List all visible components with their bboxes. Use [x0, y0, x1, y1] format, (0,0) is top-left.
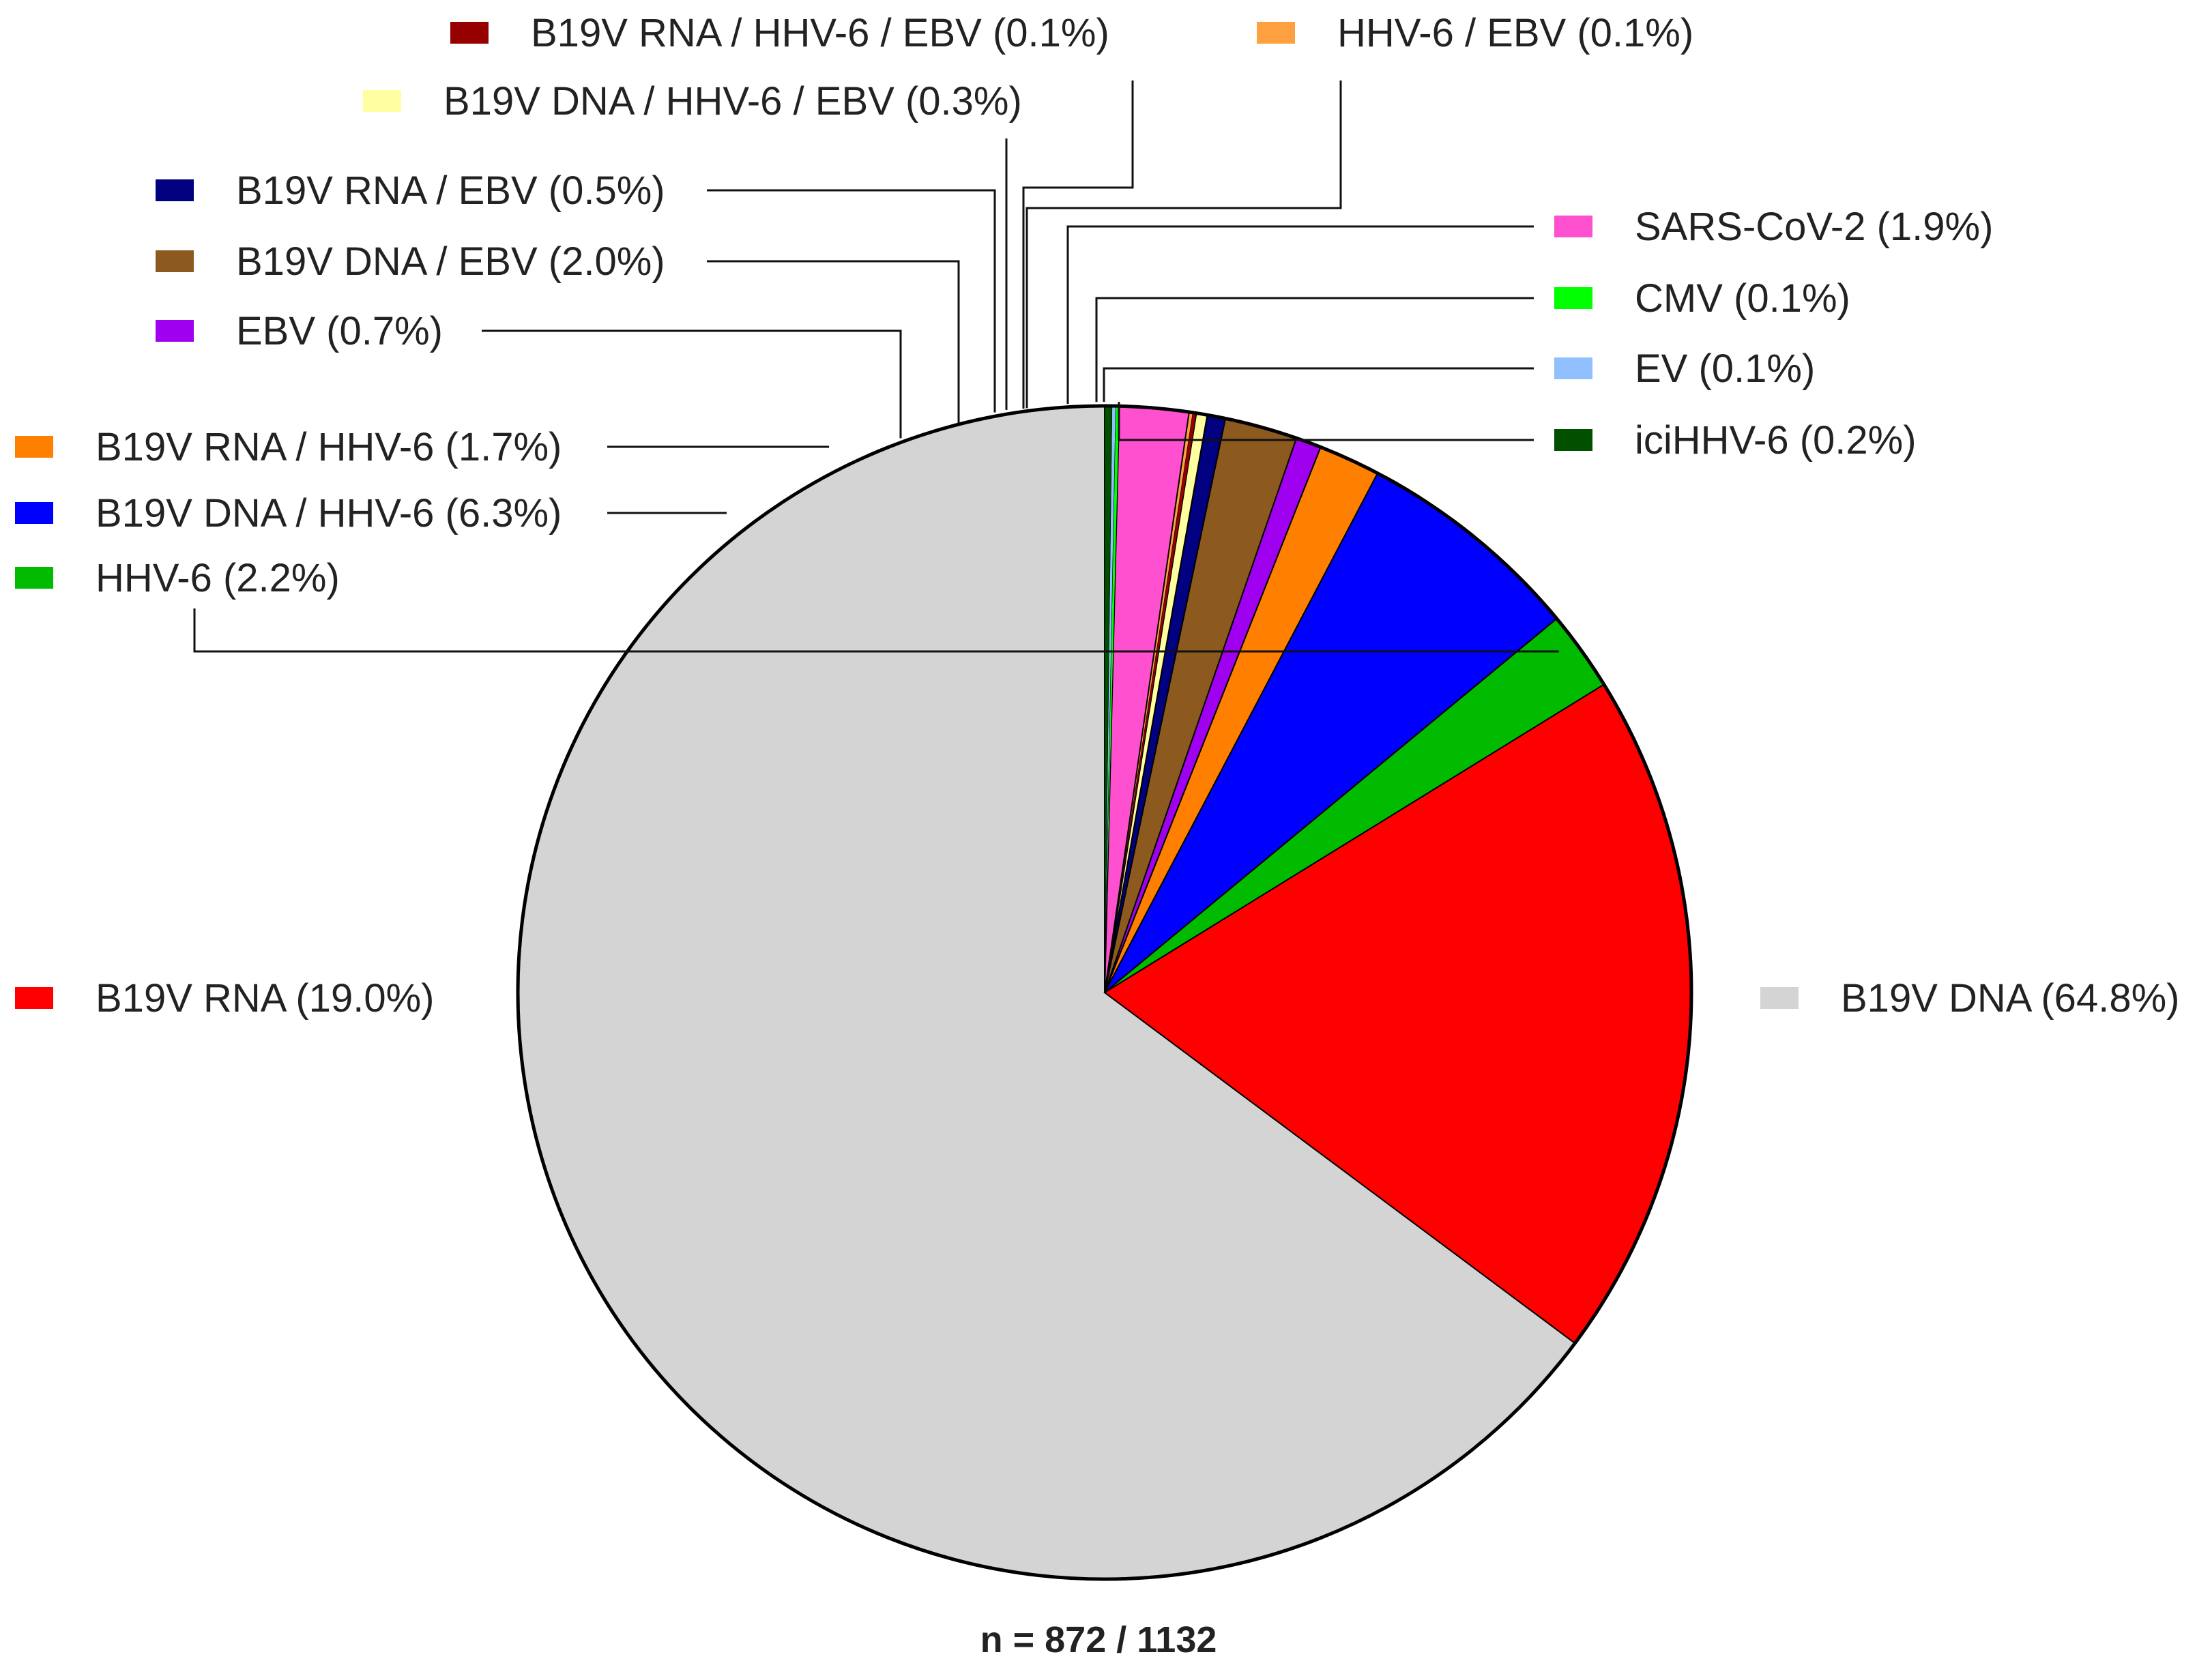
slice-label-text: EBV (0.7%) [236, 309, 443, 353]
legend-swatch [15, 502, 53, 524]
legend-swatch [15, 987, 53, 1009]
sample-size-footnote: n = 872 / 1132 [980, 1619, 1217, 1660]
legend-swatch [363, 90, 401, 112]
pie-outline [516, 404, 1693, 1581]
legend-swatch [450, 22, 489, 44]
legend-swatch [156, 179, 194, 201]
pie-slices [516, 404, 1693, 1581]
slice-label-text: SARS-CoV-2 (1.9%) [1635, 205, 1993, 249]
legend-swatch [1554, 216, 1592, 237]
leader-lines [193, 80, 1559, 653]
slice-label-text: EV (0.1%) [1635, 347, 1815, 391]
slice-label-b19v-rna-hhv-6: B19V RNA / HHV-6 (1.7%) [15, 425, 562, 469]
slice-label-text: B19V RNA / HHV-6 / EBV (0.1%) [531, 11, 1109, 55]
slice-label-icihhv-6: iciHHV-6 (0.2%) [1554, 418, 1917, 462]
slice-label-text: CMV (0.1%) [1635, 276, 1850, 321]
legend-swatch [156, 320, 194, 342]
slice-label-text: B19V DNA / EBV (2.0%) [236, 239, 665, 284]
slice-label-b19v-rna: B19V RNA (19.0%) [15, 976, 434, 1020]
legend-swatch [1760, 987, 1799, 1009]
slice-label-b19v-dna-hhv-6: B19V DNA / HHV-6 (6.3%) [15, 491, 562, 535]
legend-swatch [15, 567, 53, 589]
slice-label-text: B19V RNA / EBV (0.5%) [236, 168, 665, 213]
slice-label-text: iciHHV-6 (0.2%) [1635, 418, 1917, 462]
slice-label-b19v-dna-ebv: B19V DNA / EBV (2.0%) [156, 239, 665, 284]
leader-line-ev [1103, 367, 1534, 402]
slice-label-cmv: CMV (0.1%) [1554, 276, 1850, 321]
slice-label-hhv-6: HHV-6 (2.2%) [15, 556, 340, 600]
leader-line-sars-cov-2 [1066, 225, 1534, 405]
leader-line-b19v-rna-ebv [707, 189, 996, 413]
slice-label-text: HHV-6 (2.2%) [96, 556, 340, 600]
slice-label-text: B19V RNA / HHV-6 (1.7%) [96, 425, 562, 469]
leader-line-cmv [1095, 297, 1534, 402]
slice-label-text: B19V RNA (19.0%) [96, 976, 434, 1020]
legend-swatch [1554, 357, 1592, 379]
leader-line-b19v-dna-ebv [707, 260, 960, 424]
slice-label-ev: EV (0.1%) [1554, 347, 1815, 391]
leader-line-icihhv-6 [1118, 402, 1534, 441]
leader-line-ebv [482, 329, 902, 439]
slice-label-b19v-dna: B19V DNA (64.8%) [1760, 976, 2179, 1020]
slice-label-text: B19V DNA (64.8%) [1841, 976, 2179, 1020]
slice-label-b19v-dna-hhv-6-ebv: B19V DNA / HHV-6 / EBV (0.3%) [363, 79, 1022, 123]
legend-swatch [156, 250, 194, 272]
legend-swatch [15, 436, 53, 458]
slice-label-text: B19V DNA / HHV-6 (6.3%) [96, 491, 562, 535]
slice-label-ebv: EBV (0.7%) [156, 309, 443, 353]
legend-swatch [1554, 287, 1592, 309]
legend-swatch [1554, 429, 1592, 451]
leader-line-hhv-6 [193, 608, 1559, 653]
slice-label-hhv-6-ebv: HHV-6 / EBV (0.1%) [1257, 11, 1693, 55]
slice-label-sars-cov-2: SARS-CoV-2 (1.9%) [1554, 205, 1993, 249]
slice-label-text: HHV-6 / EBV (0.1%) [1337, 11, 1693, 55]
leader-line-b19v-rna-hhv-6-ebv [1022, 80, 1134, 409]
slice-label-b19v-rna-ebv: B19V RNA / EBV (0.5%) [156, 168, 665, 213]
slice-labels: B19V DNA (64.8%) B19V RNA (19.0%) HHV-6 (2… [15, 11, 2179, 1020]
legend-swatch [1257, 22, 1295, 44]
leader-line-hhv-6-ebv [1025, 80, 1342, 409]
slice-label-text: B19V DNA / HHV-6 / EBV (0.3%) [443, 79, 1022, 123]
slice-label-b19v-rna-hhv-6-ebv: B19V RNA / HHV-6 / EBV (0.1%) [450, 11, 1109, 55]
